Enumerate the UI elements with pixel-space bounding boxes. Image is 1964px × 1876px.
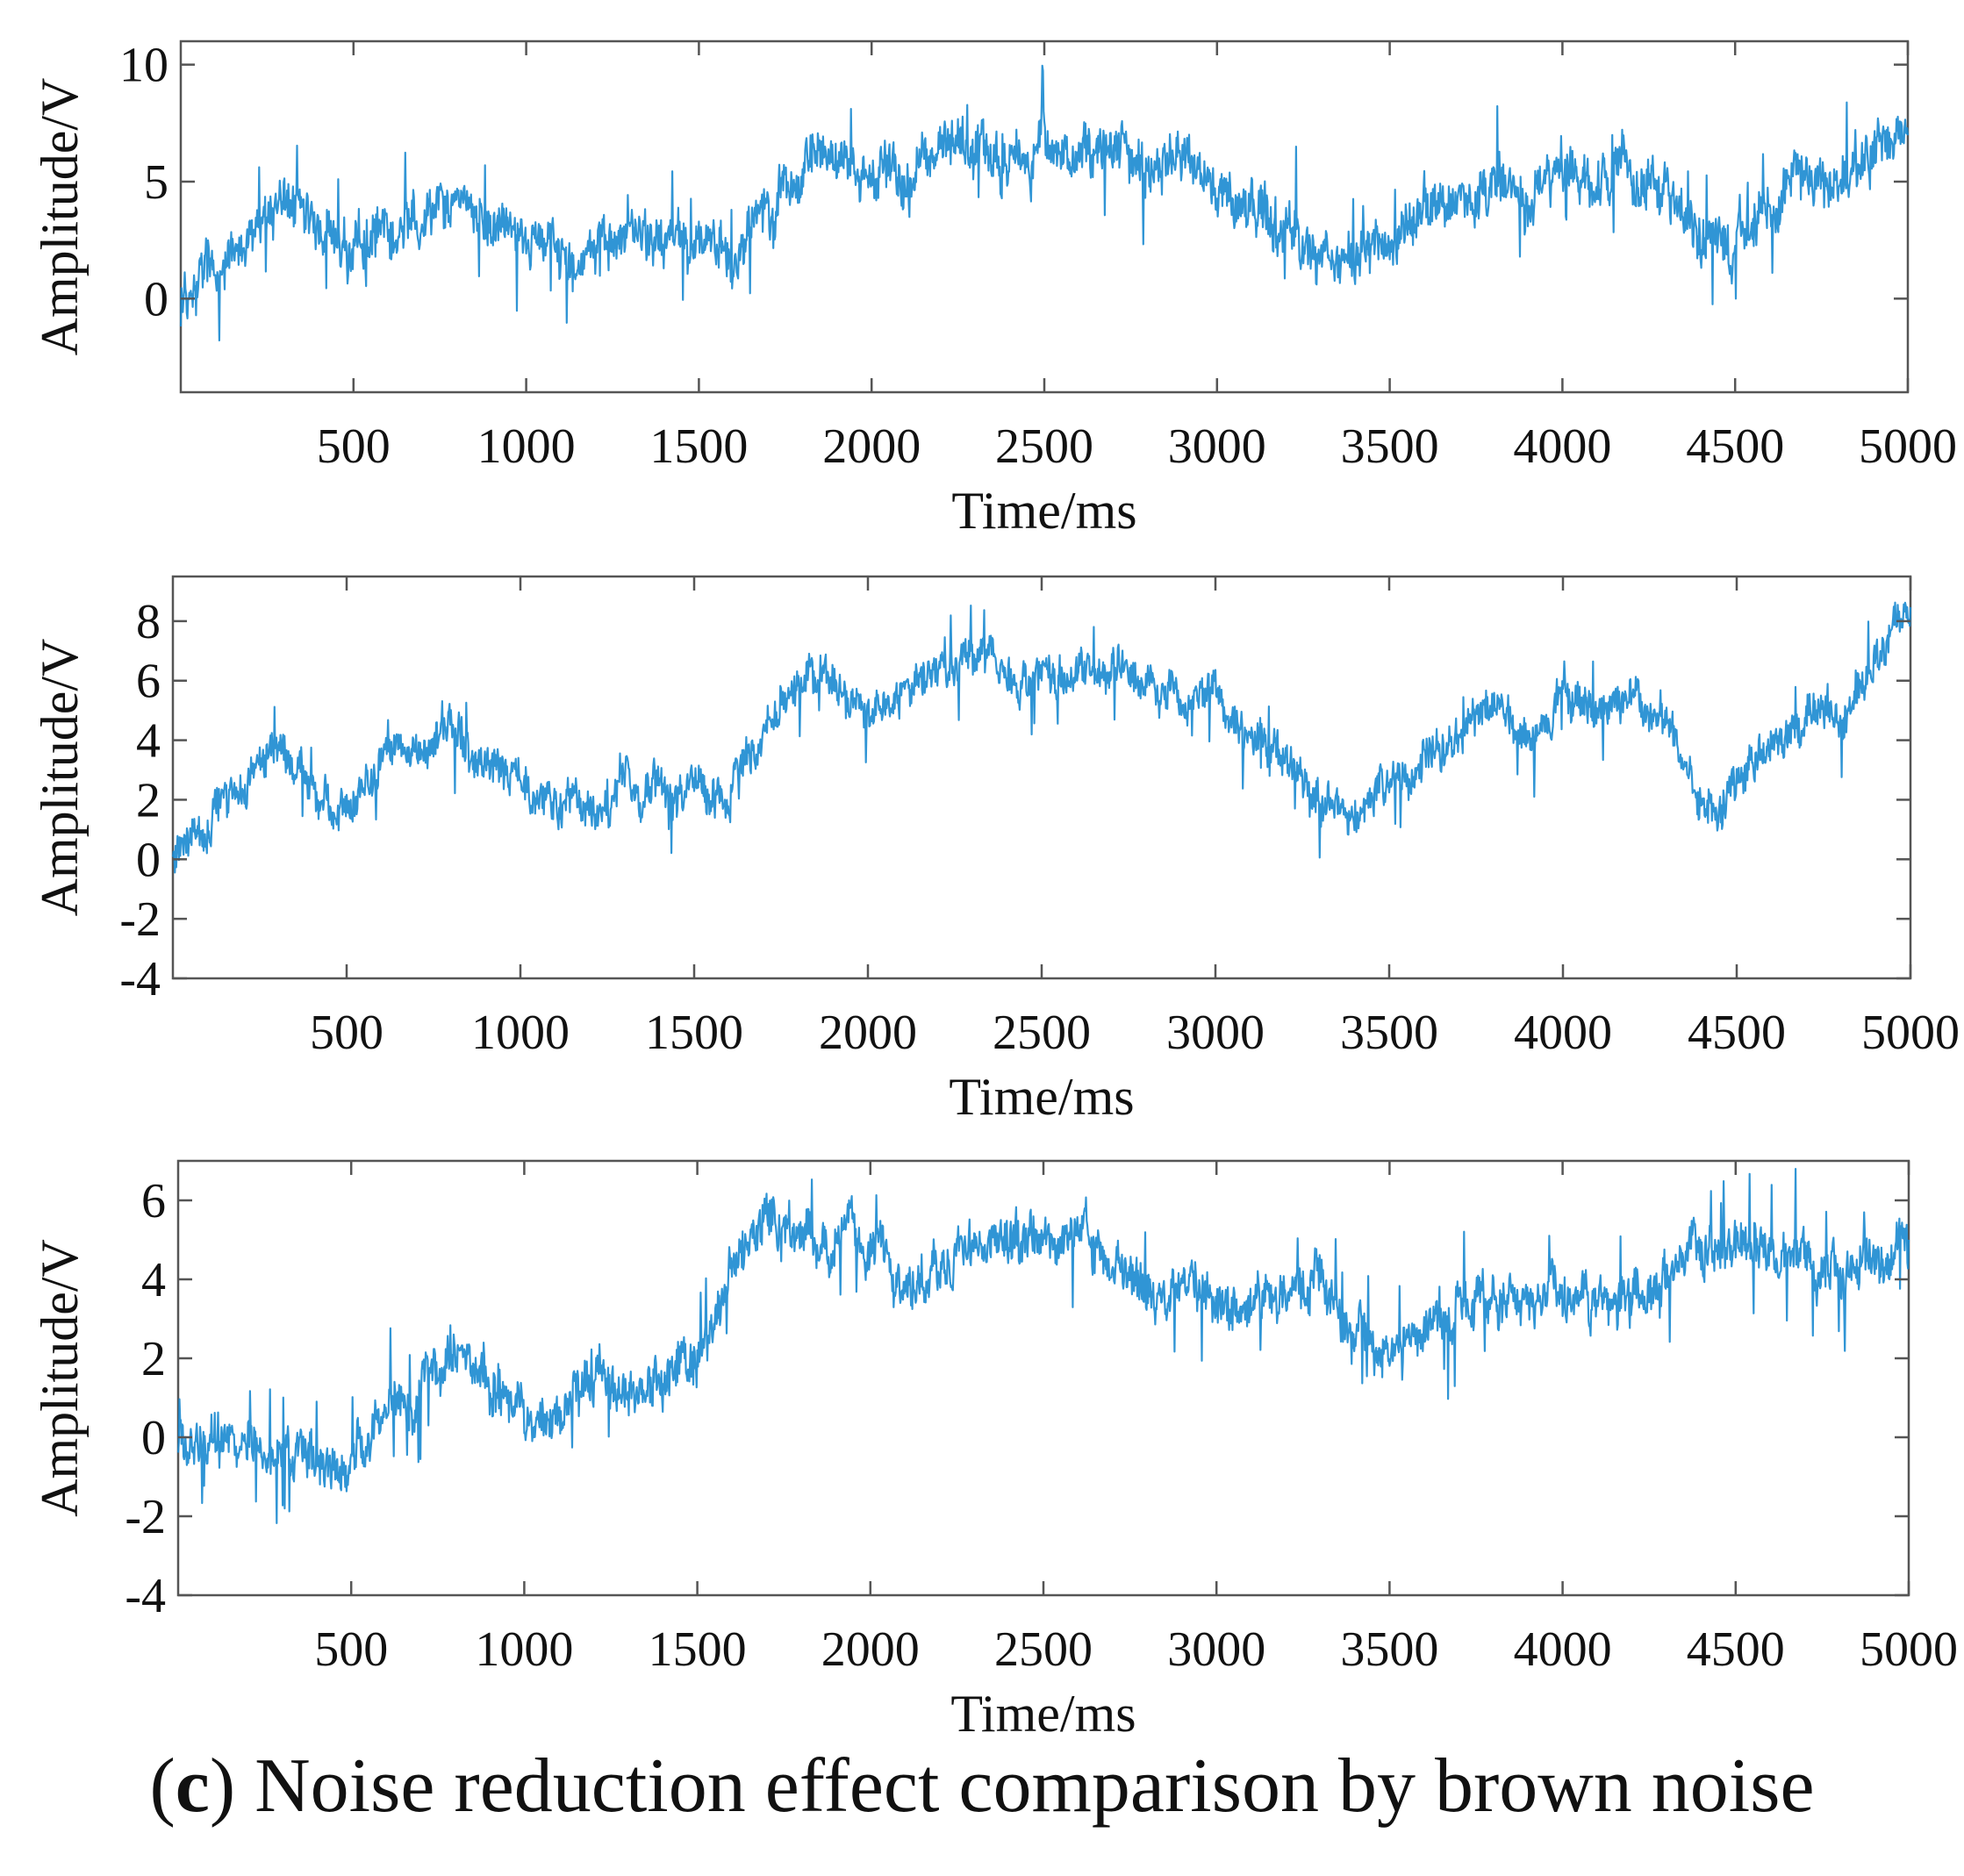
- x-tick-label: 3500: [1340, 1006, 1438, 1060]
- x-tick-label: 500: [310, 1006, 383, 1060]
- x-tick-label: 4000: [1513, 419, 1611, 474]
- x-tick-label: 4500: [1686, 419, 1784, 474]
- x-tick-label: 500: [317, 419, 391, 474]
- x-tick-label: 500: [314, 1622, 388, 1677]
- y-tick-label: 4: [141, 1253, 166, 1307]
- x-tick-label: 4500: [1688, 1006, 1786, 1060]
- y-tick-label: 8: [136, 595, 161, 649]
- x-tick-label: 2000: [821, 1622, 920, 1677]
- x-tick-label: 1000: [471, 1006, 570, 1060]
- y-axis-label: Amplitude/V: [31, 78, 89, 356]
- x-tick-label: 1000: [475, 1622, 573, 1677]
- signal-line: [179, 64, 1910, 342]
- subplot-3: 500 1000 1500 2000 2500 3000 3500 4000 4500 5000 -…: [31, 1159, 1958, 1743]
- x-tick-label: 3000: [1167, 1622, 1265, 1677]
- x-tick-label: 5000: [1861, 1006, 1960, 1060]
- x-tick-label: 4500: [1687, 1622, 1785, 1677]
- x-tick-label: 5000: [1860, 1622, 1958, 1677]
- y-tick-label: -4: [119, 952, 161, 1006]
- x-tick-label: 1000: [477, 419, 576, 474]
- caption-letter: c: [175, 1744, 210, 1829]
- x-tick-label: 2000: [819, 1006, 917, 1060]
- x-tick-label: 2000: [822, 419, 921, 474]
- y-tick-label: 2: [141, 1332, 166, 1386]
- x-tick-label: 2500: [995, 419, 1093, 474]
- subplot-1: 500 1000 1500 2000 2500 3000 3500 4000 4500 5000 0…: [31, 39, 1957, 540]
- y-tick-label: 5: [144, 155, 168, 210]
- y-axis-label: Amplitude/V: [31, 639, 89, 917]
- x-tick-label: 3000: [1166, 1006, 1265, 1060]
- y-tick-label: -2: [119, 892, 161, 947]
- x-tick-label: 1500: [645, 1006, 743, 1060]
- y-tick-label: 6: [141, 1174, 166, 1228]
- plot-frame: [171, 575, 1912, 980]
- x-axis-label: Time/ms: [951, 482, 1136, 540]
- y-tick-label: 10: [119, 39, 168, 93]
- figure-caption: (c) Noise reduction effect comparison by…: [0, 1742, 1964, 1830]
- x-axis-label: Time/ms: [949, 1068, 1134, 1126]
- x-tick-label: 4000: [1514, 1006, 1612, 1060]
- x-tick-label: 5000: [1859, 419, 1957, 474]
- y-tick-label: 0: [141, 1411, 166, 1465]
- x-tick-label: 2500: [994, 1622, 1093, 1677]
- y-tick-label: 2: [136, 773, 161, 827]
- y-tick-label: 4: [136, 714, 161, 769]
- y-tick-label: -4: [125, 1569, 166, 1623]
- caption-text: ) Noise reduction effect comparison by b…: [209, 1744, 1815, 1829]
- x-axis-label: Time/ms: [950, 1685, 1136, 1743]
- signal-line: [171, 601, 1912, 874]
- x-tick-label: 4000: [1514, 1622, 1612, 1677]
- y-tick-label: -2: [125, 1490, 166, 1544]
- x-tick-label: 1500: [649, 1622, 747, 1677]
- y-tick-label: 0: [144, 272, 168, 326]
- y-tick-label: 0: [136, 833, 161, 887]
- y-tick-label: 6: [136, 655, 161, 709]
- subplot-2: 500 1000 1500 2000 2500 3000 3500 4000 4500 5000 -…: [31, 575, 1960, 1126]
- y-axis-label: Amplitude/V: [31, 1239, 89, 1517]
- x-tick-label: 2500: [993, 1006, 1091, 1060]
- x-tick-label: 3000: [1168, 419, 1266, 474]
- x-tick-label: 1500: [649, 419, 748, 474]
- x-tick-label: 3500: [1341, 419, 1439, 474]
- x-tick-label: 3500: [1340, 1622, 1438, 1677]
- caption-prefix: (: [149, 1744, 176, 1829]
- signal-line: [176, 1167, 1910, 1525]
